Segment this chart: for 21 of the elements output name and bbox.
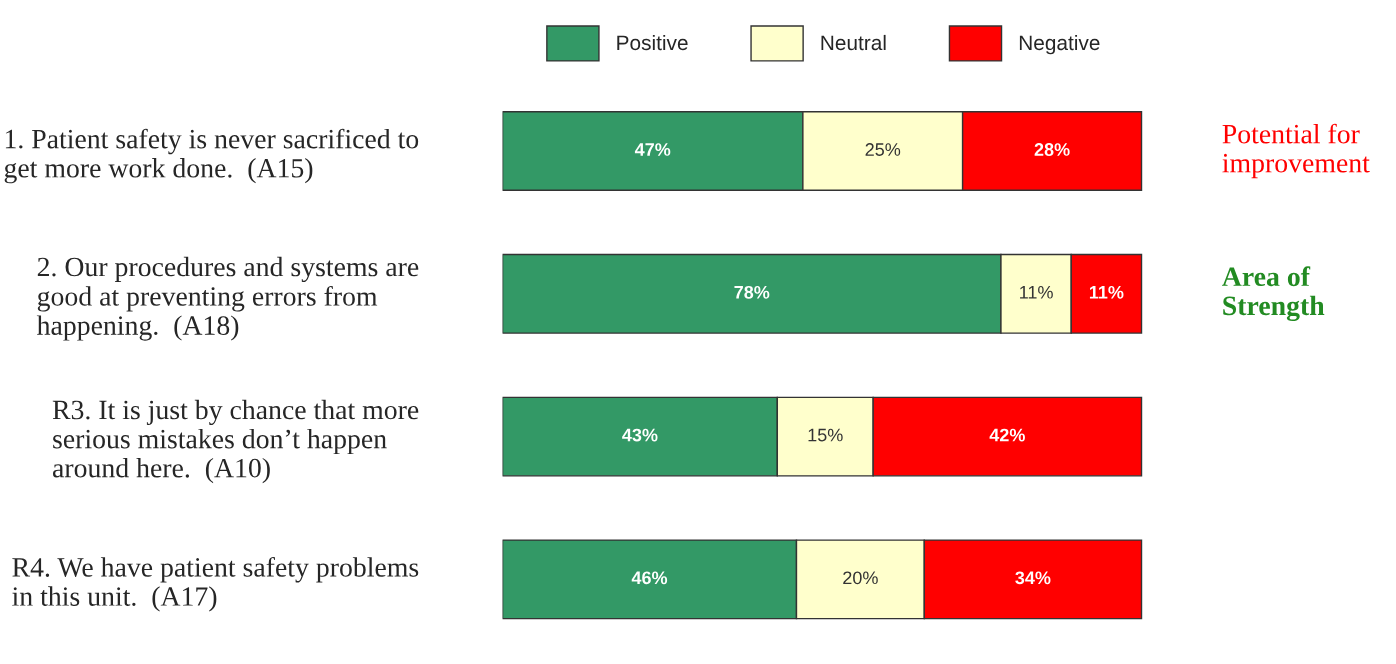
- text: Potential for improvement: [1222, 123, 1370, 179]
- data-label: 47%: [634, 143, 671, 156]
- text: Area of Strength: [1222, 266, 1325, 322]
- data-label: 43%: [622, 428, 658, 442]
- data-label: 78%: [734, 285, 770, 299]
- legend-label: Neutral: [821, 34, 886, 51]
- legend-label: Negative: [1019, 34, 1100, 55]
- y-tick-label: R4. We have patient safety problems in this unit. (A17): [12, 556, 419, 612]
- data-label: 25%: [865, 143, 901, 156]
- data-label: 11%: [1089, 285, 1124, 299]
- data-label: 20%: [843, 571, 878, 585]
- data-label: 42%: [989, 428, 1025, 442]
- legend-label: Positive: [617, 34, 688, 51]
- data-label: 15%: [808, 428, 843, 442]
- data-label: 46%: [631, 571, 668, 585]
- y-tick-label: R3. It is just by chance that more serious mistakes don’t happen around here. (A10): [52, 399, 419, 484]
- y-tick-label: 1. Patient safety is never sacrificed to get more work done. (A15): [4, 128, 419, 184]
- data-label: 11%: [1020, 285, 1053, 299]
- data-label: 28%: [1034, 143, 1070, 156]
- y-tick-label: 2. Our procedures and systems are good at preventing errors from happening. (A18): [36, 256, 419, 341]
- data-label: 34%: [1015, 571, 1051, 585]
